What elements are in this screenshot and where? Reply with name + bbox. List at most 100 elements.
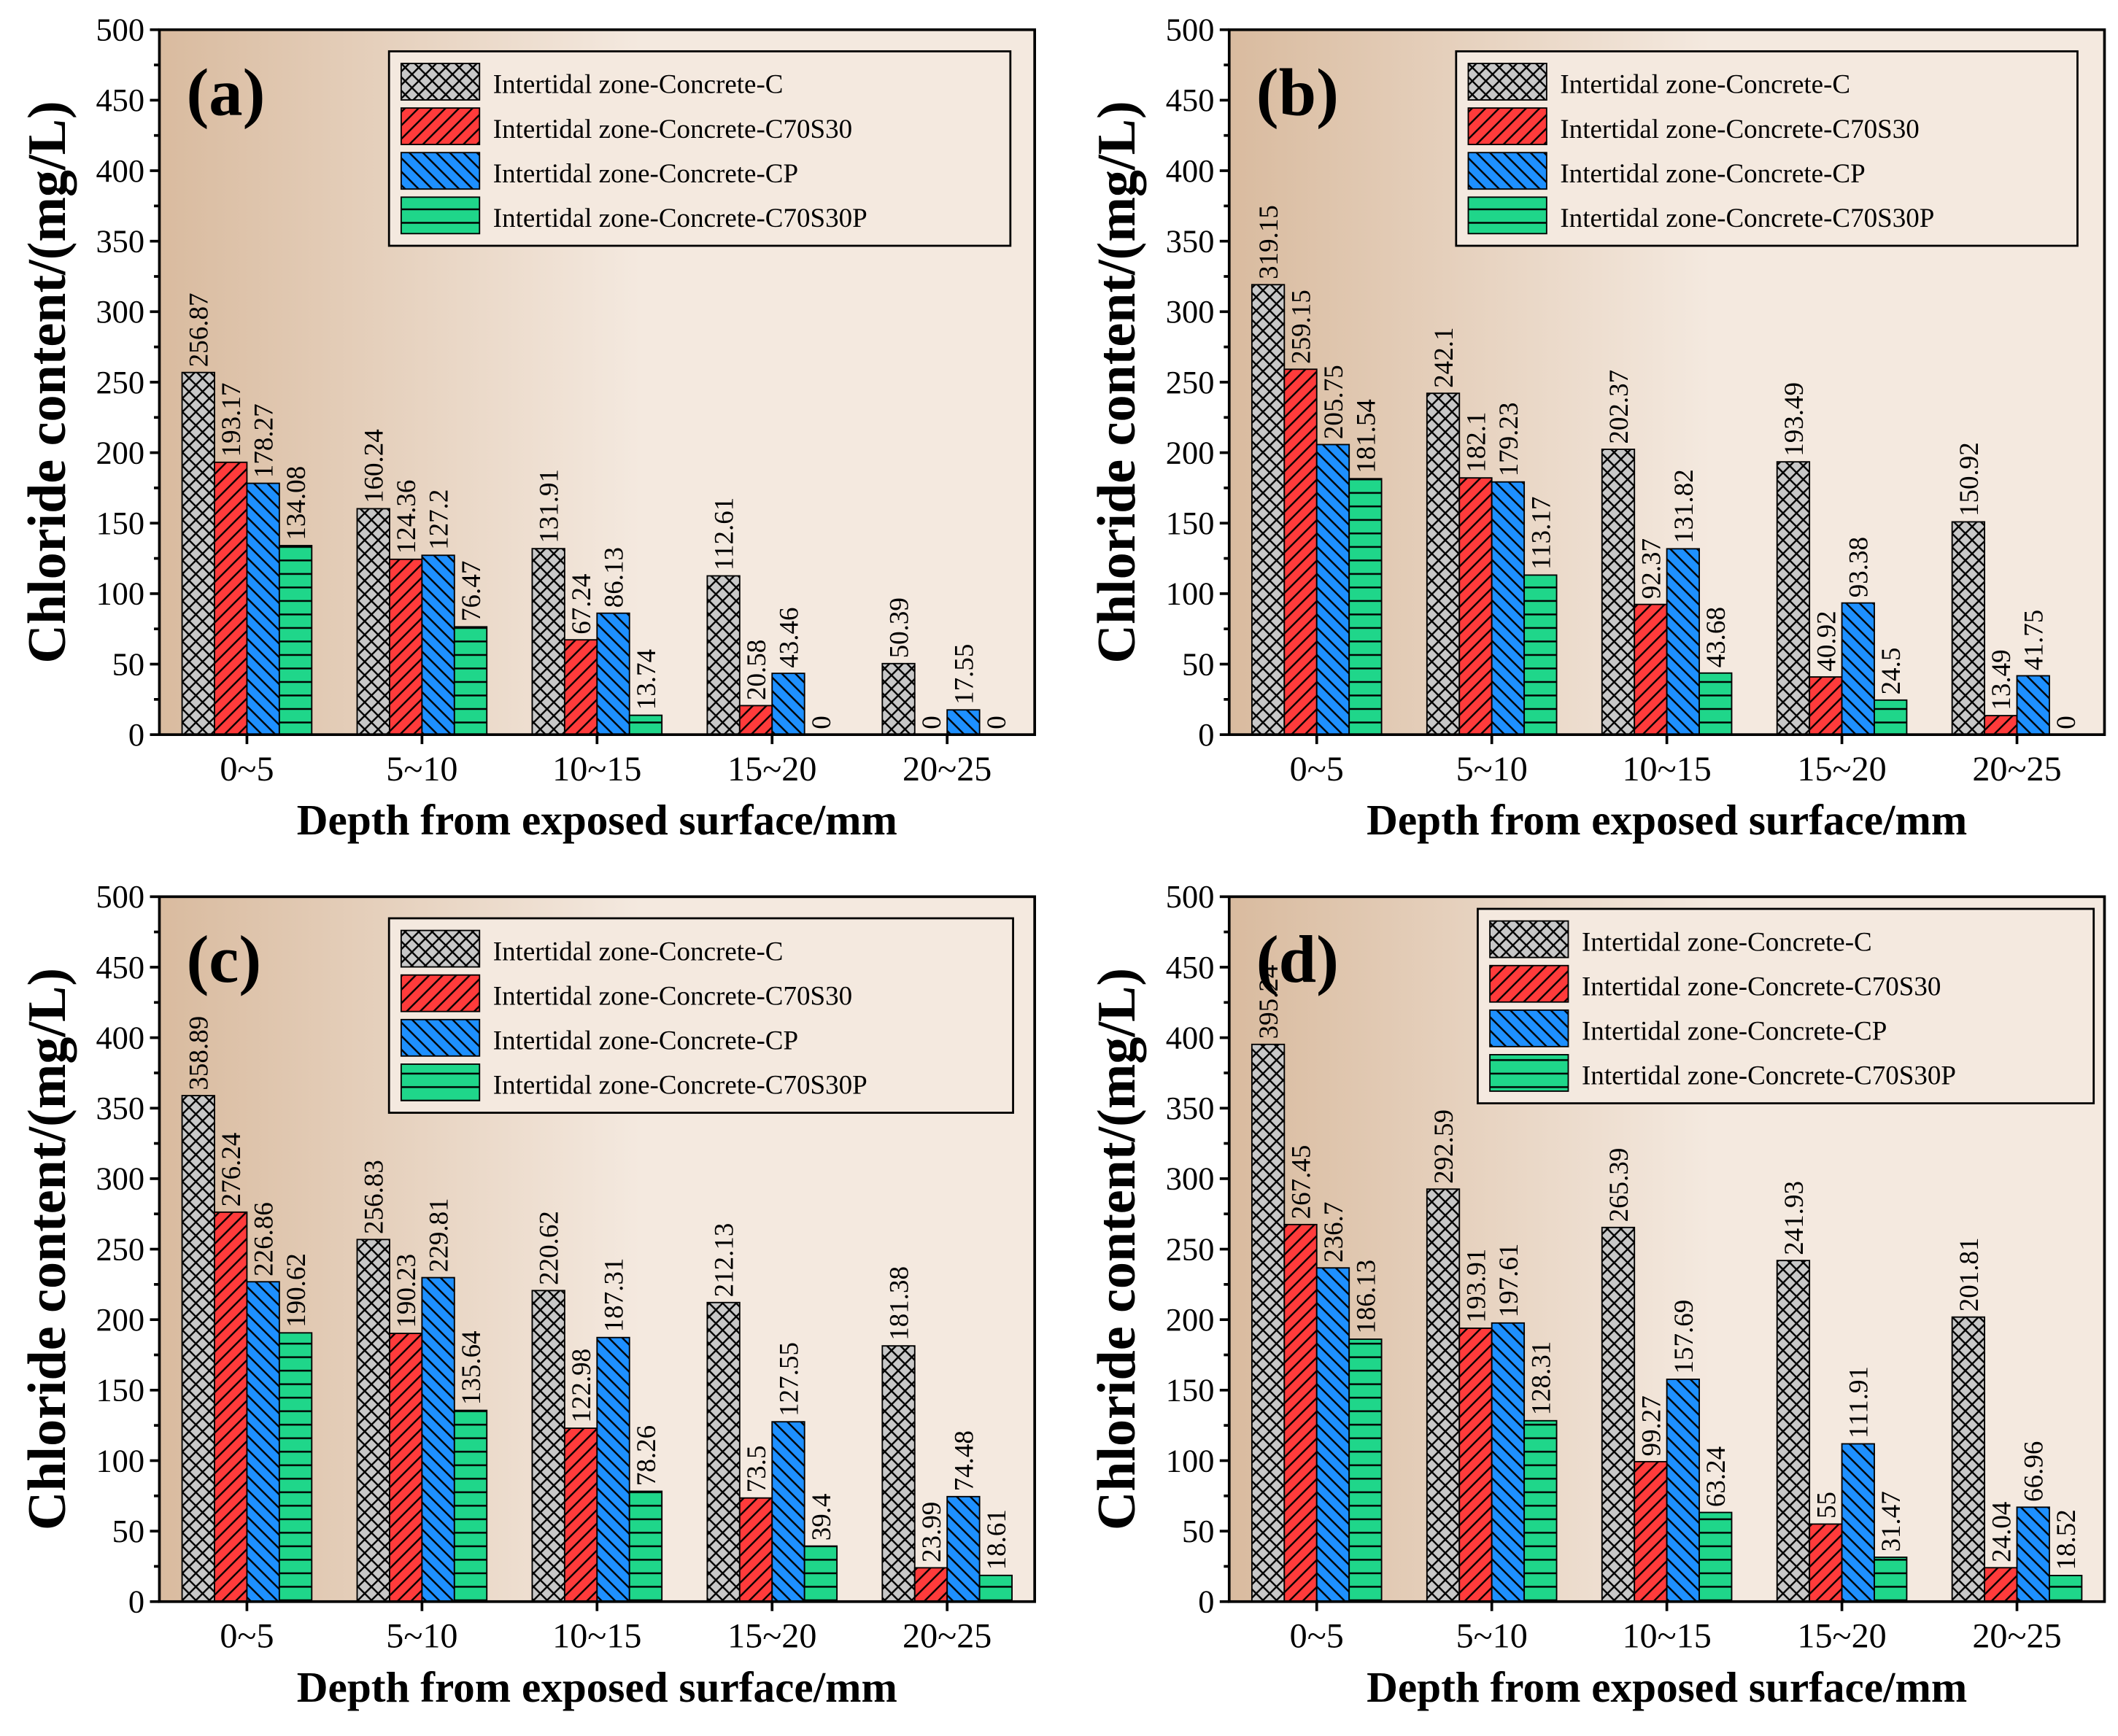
legend-swatch: [400, 929, 481, 968]
bar: [1601, 449, 1636, 736]
data-label: 190.62: [282, 1253, 312, 1328]
panel-a: 256.87 160.24 131.91 112.61 50.39 193.17 124.3…: [18, 12, 1037, 844]
bar: [946, 1495, 981, 1603]
legend-swatch: [400, 1063, 481, 1101]
bar: [278, 545, 313, 736]
y-tick-label: 350: [1166, 1090, 1215, 1126]
x-axis-title: Depth from exposed surface/mm: [1367, 796, 1967, 844]
bar: [1491, 481, 1526, 736]
bar: [1523, 574, 1558, 736]
y-tick-label: 250: [96, 1231, 144, 1267]
data-label: 186.13: [1351, 1260, 1381, 1334]
data-label: 86.13: [599, 547, 629, 608]
data-label: 265.39: [1604, 1148, 1634, 1222]
bar: [771, 673, 805, 736]
bar: [628, 714, 663, 736]
bar: [946, 709, 981, 736]
bar: [389, 1333, 423, 1603]
y-tick-label: 50: [112, 1513, 144, 1549]
data-label: 78.26: [632, 1425, 662, 1486]
data-label: 0: [2052, 716, 2082, 729]
legend-label: Intertidal zone-Concrete-C: [1560, 70, 1850, 100]
bar: [1776, 461, 1811, 736]
y-tick-label: 350: [96, 1090, 144, 1126]
legend: Intertidal zone-Concrete-C Intertidal zon…: [1455, 50, 2079, 247]
data-label: 31.47: [1877, 1491, 1906, 1551]
bar: [1251, 1043, 1286, 1603]
bar: [1315, 443, 1350, 736]
data-label: 20.58: [742, 640, 772, 700]
bar: [453, 1409, 488, 1603]
bar: [1251, 284, 1286, 736]
legend-item: Intertidal zone-Concrete-C70S30: [1467, 107, 1920, 146]
legend-swatch: [400, 974, 481, 1012]
data-label: 73.5: [742, 1446, 772, 1493]
data-labels: 358.89 256.83 220.62 212.13 181.38 276.24 190.…: [185, 1016, 1012, 1570]
data-label: 181.38: [885, 1266, 915, 1341]
data-label: 67.24: [567, 573, 597, 634]
legend-item: Intertidal zone-Concrete-C70S30: [400, 974, 852, 1012]
bar: [1458, 1328, 1493, 1603]
legend-swatch: [1489, 920, 1569, 958]
y-tick-label: 400: [1166, 152, 1215, 189]
bar: [246, 482, 280, 736]
x-tick-label: 15~20: [727, 1617, 816, 1656]
y-tick-label: 200: [1166, 1301, 1215, 1338]
x-tick-label: 15~20: [1797, 750, 1886, 788]
data-label: 193.49: [1779, 382, 1809, 457]
bar: [1601, 1226, 1636, 1603]
bar: [1951, 521, 1986, 736]
legend-item: Intertidal zone-Concrete-C: [1467, 63, 1850, 101]
data-label: 395.24: [1254, 965, 1284, 1039]
y-tick-label: 450: [1166, 82, 1215, 118]
y-tick-label: 150: [1166, 1372, 1215, 1408]
x-tick-label: 20~25: [903, 1617, 992, 1656]
bar: [1698, 1511, 1733, 1603]
legend-item: Intertidal zone-Concrete-CP: [1467, 152, 1866, 190]
legend-label: Intertidal zone-Concrete-CP: [493, 1026, 798, 1056]
legend-label: Intertidal zone-Concrete-CP: [1560, 159, 1865, 189]
y-tick-label: 350: [1166, 222, 1215, 259]
data-label: 39.4: [807, 1493, 837, 1541]
bar: [1458, 477, 1493, 736]
legend-label: Intertidal zone-Concrete-C70S30P: [1582, 1061, 1956, 1091]
data-label: 127.2: [425, 489, 455, 550]
bars: [181, 371, 981, 736]
data-label: 226.86: [250, 1202, 279, 1276]
legend-label: Intertidal zone-Concrete-C: [493, 937, 784, 966]
y-tick-label: 400: [96, 152, 144, 189]
bar: [1426, 1188, 1461, 1603]
x-tick-label: 20~25: [1972, 1617, 2061, 1656]
bar: [1874, 699, 1908, 736]
bar: [1348, 478, 1383, 736]
bar: [1951, 1316, 1986, 1603]
bar: [453, 626, 488, 736]
x-tick-label: 0~5: [1290, 750, 1344, 788]
legend-swatch: [400, 107, 481, 146]
legend-item: Intertidal zone-Concrete-CP: [1489, 1009, 1887, 1047]
y-tick-label: 200: [96, 1301, 144, 1338]
panel-label: (c): [186, 923, 261, 997]
bar: [596, 1336, 630, 1603]
y-tick-label: 400: [96, 1019, 144, 1055]
y-axis-title: Chloride content/(mg/L): [1087, 101, 1147, 663]
y-tick-label: 0: [128, 716, 144, 753]
bar: [421, 1276, 455, 1603]
legend: Intertidal zone-Concrete-C Intertidal zon…: [387, 50, 1012, 247]
bars: [1251, 284, 2050, 736]
data-label: 127.55: [774, 1342, 804, 1417]
data-label: 212.13: [710, 1223, 740, 1298]
data-label: 18.61: [982, 1509, 1012, 1570]
y-axis-title: Chloride content/(mg/L): [18, 968, 77, 1530]
y-tick-label: 0: [1198, 716, 1214, 753]
bar: [531, 1290, 565, 1603]
legend-item: Intertidal zone-Concrete-C: [1489, 920, 1872, 958]
data-label: 193.91: [1461, 1249, 1491, 1323]
y-tick-label: 50: [1182, 646, 1214, 682]
bar: [1666, 1379, 1700, 1603]
bar: [2016, 675, 2050, 736]
x-tick-label: 0~5: [1290, 1617, 1344, 1656]
legend: Intertidal zone-Concrete-C Intertidal zon…: [387, 917, 1014, 1114]
bar: [1634, 1460, 1668, 1603]
